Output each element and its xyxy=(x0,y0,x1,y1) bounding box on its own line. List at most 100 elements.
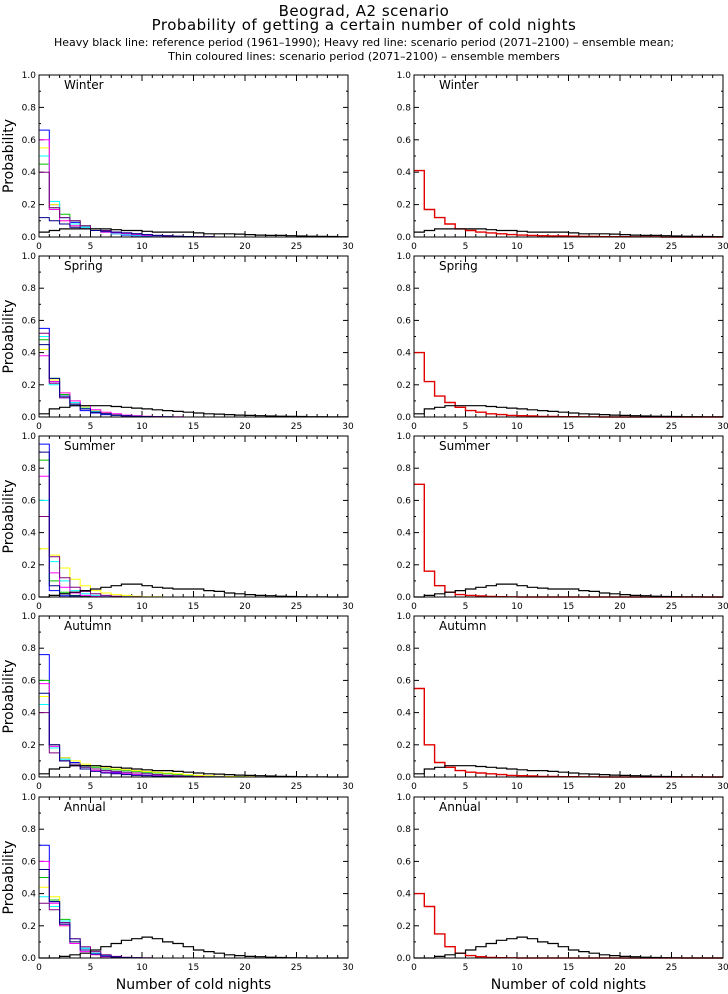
y-tick-label: 0.4 xyxy=(397,168,412,178)
y-tick-label: 0.0 xyxy=(397,233,412,243)
y-tick-label: 0.0 xyxy=(397,593,412,603)
x-tick-label: 20 xyxy=(614,422,626,432)
panel-spring-mean: 0.0 0.2 0.4 0.6 0.8 1.0 0 5 10 15 20 25 30 Spring xyxy=(397,252,728,432)
y-tick-label: 0.6 xyxy=(397,136,412,146)
member-series-line xyxy=(39,155,348,238)
panel-summer-mean: 0.0 0.2 0.4 0.6 0.8 1.0 0 5 10 15 20 25 30 Summer xyxy=(397,432,728,612)
x-tick-label: 5 xyxy=(463,782,469,792)
x-tick-label: 15 xyxy=(563,242,574,252)
member-series-line xyxy=(39,129,348,238)
x-tick-label: 20 xyxy=(239,782,251,792)
season-label: Autumn xyxy=(439,619,486,633)
x-tick-label: 30 xyxy=(717,963,728,973)
legend-description-line1: Heavy black line: reference period (1961… xyxy=(53,36,675,49)
member-series-line xyxy=(39,696,348,778)
y-tick-label: 0.6 xyxy=(22,316,37,326)
y-tick-label: 0.0 xyxy=(397,773,412,783)
x-tick-label: 5 xyxy=(88,602,94,612)
y-tick-label: 0.0 xyxy=(22,413,37,423)
x-tick-label: 10 xyxy=(136,963,148,973)
x-tick-label: 15 xyxy=(563,782,574,792)
plot-frame xyxy=(38,74,349,238)
x-tick-label: 25 xyxy=(291,602,302,612)
x-tick-label: 15 xyxy=(188,602,199,612)
season-label: Spring xyxy=(439,259,478,273)
y-tick-label: 0.6 xyxy=(397,676,412,686)
x-tick-label: 20 xyxy=(614,242,626,252)
y-tick-label: 0.4 xyxy=(22,890,37,900)
member-series-line xyxy=(39,679,348,778)
member-series-line xyxy=(39,654,348,778)
x-tick-label: 10 xyxy=(511,242,523,252)
y-tick-label: 0.0 xyxy=(22,233,37,243)
y-tick-label: 0.4 xyxy=(397,529,412,539)
y-axis-label: Probability xyxy=(1,299,17,373)
x-tick-label: 15 xyxy=(188,963,199,973)
x-tick-label: 30 xyxy=(717,782,728,792)
season-label: Summer xyxy=(64,439,115,453)
y-tick-label: 1.0 xyxy=(397,432,412,442)
x-tick-label: 5 xyxy=(463,963,469,973)
x-tick-label: 5 xyxy=(88,242,94,252)
y-tick-label: 0.0 xyxy=(397,954,412,964)
plot-frame xyxy=(38,615,349,778)
x-tick-label: 25 xyxy=(291,782,302,792)
x-tick-label: 10 xyxy=(511,782,523,792)
y-axis-label: Probability xyxy=(1,479,17,553)
y-tick-label: 0.0 xyxy=(22,593,37,603)
plot-frame xyxy=(413,615,724,778)
season-label: Annual xyxy=(439,800,481,814)
y-tick-label: 0.2 xyxy=(397,201,411,211)
y-tick-label: 0.0 xyxy=(397,413,412,423)
x-tick-label: 5 xyxy=(463,422,469,432)
reference-series-line xyxy=(414,405,723,418)
x-tick-label: 30 xyxy=(717,602,728,612)
y-tick-label: 0.2 xyxy=(22,922,36,932)
x-tick-label: 0 xyxy=(411,242,417,252)
panel-autumn-members: 0.0 0.2 0.4 0.6 0.8 1.0 0 5 10 15 20 25 30 Autumn Prob… xyxy=(1,612,354,792)
member-series-line xyxy=(39,499,348,598)
member-series-line xyxy=(39,712,348,778)
panel-winter-mean: 0.0 0.2 0.4 0.6 0.8 1.0 0 5 10 15 20 25 30 Winter xyxy=(397,71,728,252)
x-tick-label: 0 xyxy=(36,782,42,792)
y-axis-label: Probability xyxy=(1,659,17,733)
member-series-line xyxy=(39,327,348,418)
x-tick-label: 20 xyxy=(614,602,626,612)
y-tick-label: 1.0 xyxy=(397,793,412,803)
x-tick-label: 25 xyxy=(666,242,677,252)
season-label: Summer xyxy=(439,439,490,453)
y-tick-label: 1.0 xyxy=(22,432,37,442)
y-tick-label: 1.0 xyxy=(397,612,412,622)
x-tick-label: 25 xyxy=(291,242,302,252)
y-tick-label: 1.0 xyxy=(22,793,37,803)
y-tick-label: 0.2 xyxy=(397,561,411,571)
reference-series-line xyxy=(39,405,348,418)
x-tick-label: 5 xyxy=(88,422,94,432)
member-series-line xyxy=(39,548,348,598)
y-tick-label: 0.8 xyxy=(22,464,37,474)
x-axis-label: Number of cold nights xyxy=(116,977,271,993)
x-tick-label: 10 xyxy=(136,422,148,432)
x-tick-label: 25 xyxy=(666,963,677,973)
member-series-line xyxy=(39,475,348,598)
y-tick-label: 1.0 xyxy=(397,252,412,262)
chart-title: Beograd, A2 scenario xyxy=(278,2,450,20)
x-tick-label: 30 xyxy=(342,602,354,612)
y-tick-label: 0.6 xyxy=(22,496,37,506)
x-tick-label: 30 xyxy=(342,782,354,792)
member-series-line xyxy=(39,516,348,598)
x-tick-label: 25 xyxy=(291,963,302,973)
x-tick-label: 30 xyxy=(342,422,354,432)
x-tick-label: 20 xyxy=(239,963,251,973)
member-series-line xyxy=(39,348,348,418)
x-tick-label: 30 xyxy=(717,242,728,252)
x-tick-label: 10 xyxy=(511,602,523,612)
panel-annual-mean: 0.0 0.2 0.4 0.6 0.8 1.0 0 5 10 15 20 25 30 Annual Numb… xyxy=(397,793,728,993)
x-tick-label: 0 xyxy=(411,963,417,973)
y-tick-label: 0.4 xyxy=(22,349,37,359)
x-tick-label: 20 xyxy=(239,242,251,252)
x-tick-label: 10 xyxy=(136,782,148,792)
x-tick-label: 30 xyxy=(717,422,728,432)
y-tick-label: 0.2 xyxy=(22,561,36,571)
x-tick-label: 10 xyxy=(511,963,523,973)
